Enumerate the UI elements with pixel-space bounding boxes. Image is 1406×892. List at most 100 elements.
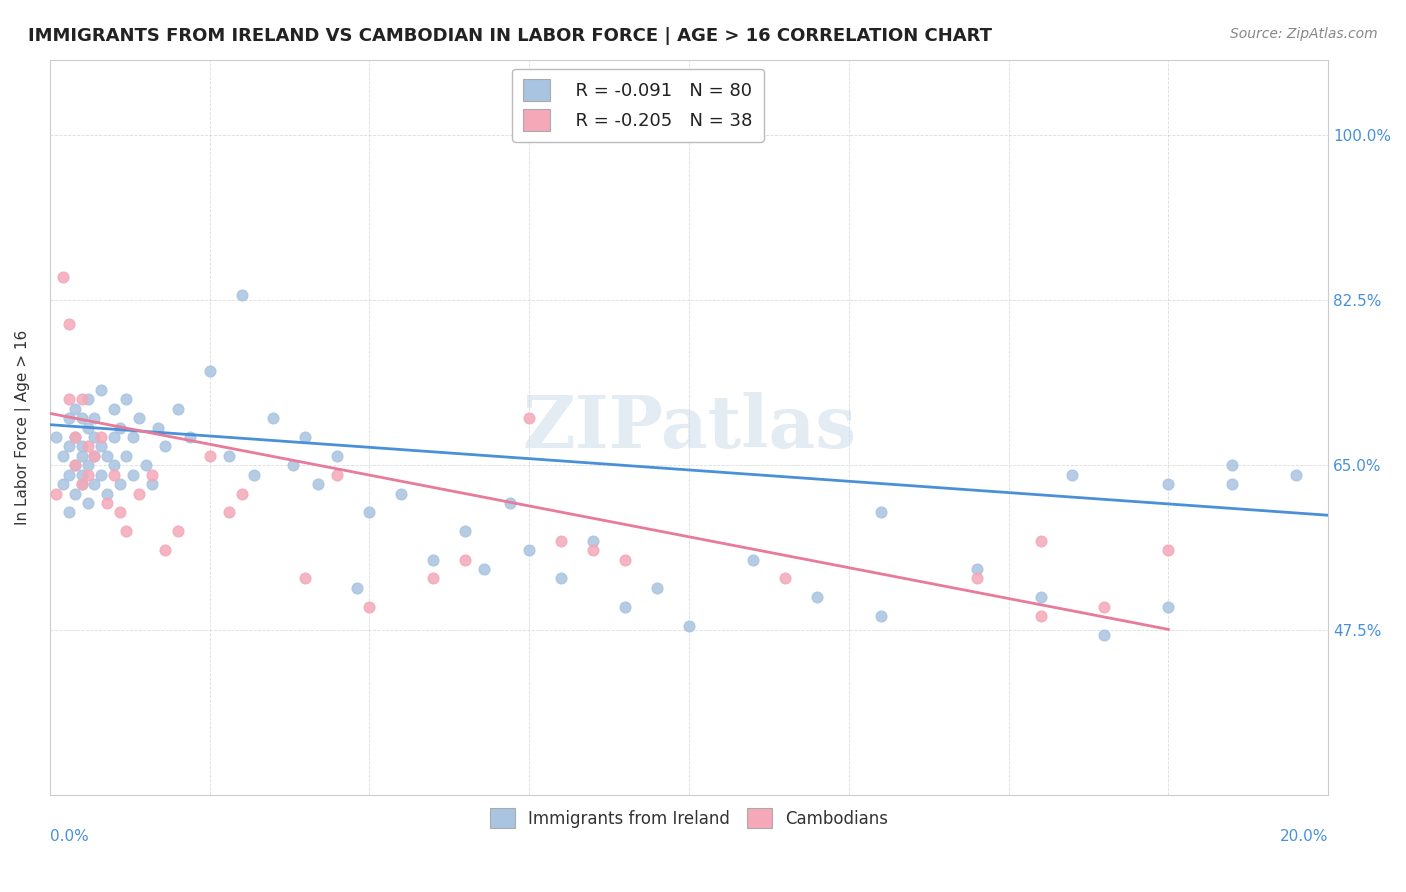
Point xyxy=(77,392,100,407)
Point xyxy=(1285,467,1308,482)
Point xyxy=(96,486,118,500)
Point xyxy=(108,420,131,434)
Point xyxy=(51,449,73,463)
Point xyxy=(645,581,668,595)
Point xyxy=(70,449,93,463)
Point xyxy=(422,571,444,585)
Point xyxy=(65,458,87,473)
Point xyxy=(1029,533,1052,548)
Point xyxy=(58,411,80,425)
Point xyxy=(65,401,87,416)
Point xyxy=(294,571,316,585)
Point xyxy=(128,486,150,500)
Point xyxy=(806,591,828,605)
Point xyxy=(96,496,118,510)
Point xyxy=(141,467,163,482)
Point xyxy=(869,505,891,519)
Point xyxy=(96,449,118,463)
Point xyxy=(51,269,73,284)
Point xyxy=(218,449,240,463)
Point xyxy=(326,449,349,463)
Point xyxy=(77,420,100,434)
Point xyxy=(70,392,93,407)
Point xyxy=(83,411,105,425)
Point xyxy=(153,543,176,558)
Point xyxy=(499,496,522,510)
Point xyxy=(243,467,266,482)
Point xyxy=(141,477,163,491)
Point xyxy=(90,467,112,482)
Point xyxy=(65,430,87,444)
Point xyxy=(179,430,201,444)
Point xyxy=(231,486,253,500)
Point xyxy=(58,439,80,453)
Point xyxy=(359,599,381,614)
Point xyxy=(70,411,93,425)
Point xyxy=(281,458,304,473)
Point xyxy=(77,496,100,510)
Point xyxy=(70,439,93,453)
Point xyxy=(454,524,477,539)
Point xyxy=(128,411,150,425)
Point xyxy=(741,552,763,566)
Point xyxy=(83,449,105,463)
Point xyxy=(869,609,891,624)
Point xyxy=(198,449,221,463)
Point xyxy=(121,467,143,482)
Point xyxy=(359,505,381,519)
Point xyxy=(103,467,125,482)
Point xyxy=(83,449,105,463)
Point xyxy=(153,439,176,453)
Point xyxy=(115,392,138,407)
Point xyxy=(1220,458,1243,473)
Point xyxy=(582,533,605,548)
Point xyxy=(108,505,131,519)
Y-axis label: In Labor Force | Age > 16: In Labor Force | Age > 16 xyxy=(15,330,31,525)
Point xyxy=(614,552,637,566)
Point xyxy=(1029,609,1052,624)
Point xyxy=(70,477,93,491)
Point xyxy=(83,430,105,444)
Point xyxy=(326,467,349,482)
Point xyxy=(83,477,105,491)
Point xyxy=(103,430,125,444)
Text: IMMIGRANTS FROM IRELAND VS CAMBODIAN IN LABOR FORCE | AGE > 16 CORRELATION CHART: IMMIGRANTS FROM IRELAND VS CAMBODIAN IN … xyxy=(28,27,993,45)
Point xyxy=(454,552,477,566)
Text: ZIPatlas: ZIPatlas xyxy=(522,392,856,463)
Point xyxy=(121,430,143,444)
Point xyxy=(103,401,125,416)
Point xyxy=(77,467,100,482)
Point xyxy=(1062,467,1084,482)
Point xyxy=(966,562,988,576)
Point xyxy=(1094,628,1116,642)
Point xyxy=(45,486,67,500)
Point xyxy=(58,392,80,407)
Point xyxy=(474,562,496,576)
Point xyxy=(1157,543,1180,558)
Point xyxy=(65,458,87,473)
Point xyxy=(90,430,112,444)
Text: 0.0%: 0.0% xyxy=(49,829,89,844)
Point xyxy=(614,599,637,614)
Point xyxy=(65,430,87,444)
Point xyxy=(70,477,93,491)
Point xyxy=(1094,599,1116,614)
Point xyxy=(263,411,285,425)
Text: Source: ZipAtlas.com: Source: ZipAtlas.com xyxy=(1230,27,1378,41)
Point xyxy=(294,430,316,444)
Point xyxy=(135,458,157,473)
Point xyxy=(1029,591,1052,605)
Point xyxy=(198,364,221,378)
Point xyxy=(517,411,540,425)
Point xyxy=(90,383,112,397)
Point xyxy=(550,533,572,548)
Point xyxy=(51,477,73,491)
Point xyxy=(166,524,188,539)
Point xyxy=(218,505,240,519)
Point xyxy=(1157,477,1180,491)
Point xyxy=(58,505,80,519)
Point xyxy=(582,543,605,558)
Point xyxy=(773,571,796,585)
Point xyxy=(346,581,368,595)
Point xyxy=(65,486,87,500)
